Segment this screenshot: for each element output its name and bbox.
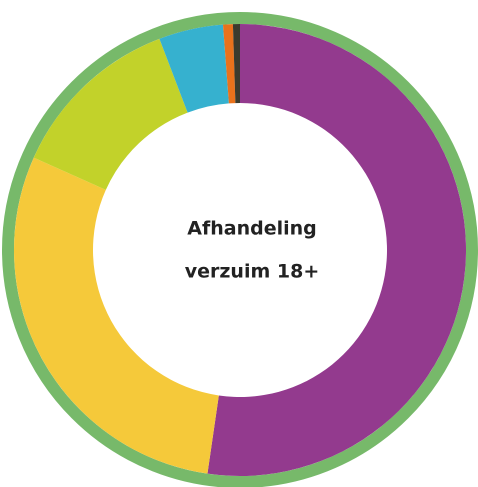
donut-segment: [222, 24, 236, 104]
chart-title: Afhandeling: [187, 218, 316, 240]
donut-segment: [33, 38, 188, 190]
donut-segment: [14, 157, 219, 474]
donut-segment: [159, 24, 229, 113]
donut-segment: [232, 24, 240, 104]
chart-title: verzuim 18+: [185, 261, 320, 283]
donut-segment: [207, 24, 467, 476]
outer-ring: [2, 12, 478, 487]
segments: [14, 24, 467, 476]
